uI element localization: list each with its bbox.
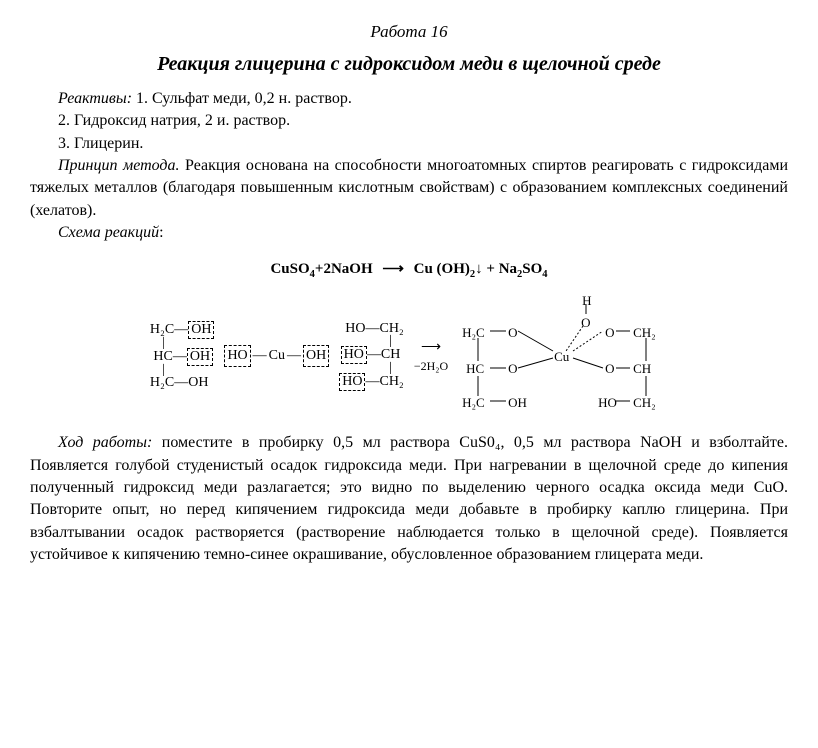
gr-bond2: │	[387, 366, 394, 371]
reagent-item-3: 3. Глицерин.	[30, 133, 788, 155]
procedure-text: поместите в пробирку 0,5 мл раствора CuS…	[30, 434, 788, 563]
prod-ch2-r3: CH₂	[633, 394, 656, 412]
gr-bond1: │	[387, 339, 394, 344]
gl-row3: H₂C—OH	[150, 375, 209, 391]
prod-o-r1: O	[605, 324, 614, 342]
prod-h2c-l3: H₂C	[462, 394, 485, 412]
arrow-water-label: −2H₂O	[414, 358, 448, 375]
work-title: Работа 16	[30, 20, 788, 44]
procedure-paragraph: Ход работы: поместите в пробирку 0,5 мл …	[30, 432, 788, 566]
prod-h2c-l1: H₂C	[462, 324, 485, 342]
gl3-oh: OH	[188, 375, 208, 390]
reagents-line-1: Реактивы: 1. Сульфат меди, 0,2 н. раство…	[30, 88, 788, 110]
scheme-label: Схема реакций	[58, 224, 159, 241]
page-subtitle: Реакция глицерина с гидроксидом меди в щ…	[30, 50, 788, 78]
eq-so-sub: 4	[542, 269, 547, 280]
scheme-line: Схема реакций:	[30, 222, 788, 244]
gl3-h: H	[150, 375, 160, 390]
gl-row2: HC—OH	[150, 348, 213, 366]
eq-arrow: ⟶	[382, 261, 404, 277]
principle-label: Принцип метода.	[58, 157, 180, 174]
reaction-arrow: ⟶ −2H₂O	[414, 338, 448, 374]
eq-cuoh: Cu (OH)	[414, 261, 470, 277]
prod-o-top: O	[581, 314, 590, 332]
prod-oh-l3: OH	[508, 394, 527, 412]
copper-glycerate-product: H O H₂C O HC O H₂C OH Cu O CH₂ O CH HO C…	[458, 296, 668, 416]
eq-plus-2: +	[486, 261, 495, 277]
gr-row2: HO—CH	[341, 346, 404, 364]
gl2-oh-box: OH	[187, 348, 213, 366]
prod-ho-r3: HO	[598, 394, 617, 412]
gr1-ho: HO	[345, 321, 365, 336]
structural-reaction: H₂C—OH │ HC—OH │ H₂C—OH HO—Cu—OH HO—CH₂ …	[30, 296, 788, 416]
principle-paragraph: Принцип метода. Реакция основана на спос…	[30, 155, 788, 222]
eq-na: Na	[499, 261, 517, 277]
gl1-h: H	[150, 322, 160, 337]
arrow-glyph: ⟶	[421, 338, 441, 358]
prod-hc-l2: HC	[466, 360, 484, 378]
gl-bond1: │	[160, 341, 167, 346]
gr3-c: CH₂	[379, 374, 403, 389]
reagent-item-1: 1. Сульфат меди, 0,2 н. раствор.	[136, 90, 352, 107]
reagent-item-2: 2. Гидроксид натрия, 2 и. раствор.	[30, 110, 788, 132]
gr-row3: HO—CH₂	[339, 373, 404, 391]
cu-hydroxide-center: HO—Cu—OH	[224, 345, 329, 367]
prod-o-r2: O	[605, 360, 614, 378]
cu-ho-left-box: HO	[224, 345, 250, 367]
eq-downarrow: ↓	[475, 261, 483, 277]
prod-o-l1: O	[508, 324, 517, 342]
reagents-label: Реактивы:	[58, 90, 132, 107]
eq-so: SO	[522, 261, 542, 277]
gr3-ho-box: HO	[339, 373, 365, 391]
prod-h-top: H	[582, 292, 591, 310]
eq-naoh: 2NaOH	[323, 261, 372, 277]
gl-row1: H₂C—OH	[150, 321, 215, 339]
ionic-equation: CuSO4+2NaOH ⟶ Cu (OH)2↓ + Na2SO4	[30, 259, 788, 283]
gl2-c: C	[163, 349, 172, 364]
gr2-ho-box: HO	[341, 346, 367, 364]
gr1-c: CH₂	[379, 321, 403, 336]
prod-ch-r2: CH	[633, 360, 651, 378]
gl3-c: ₂C	[160, 375, 174, 390]
glycerol-right: HO—CH₂ │ HO—CH │ HO—CH₂	[339, 321, 404, 391]
glycerol-left: H₂C—OH │ HC—OH │ H₂C—OH	[150, 321, 215, 391]
gl1-c: ₂C	[160, 322, 174, 337]
eq-cuso: CuSO	[270, 261, 309, 277]
gr2-c: CH	[381, 347, 400, 362]
procedure-label: Ход работы:	[58, 434, 152, 451]
cu-atom-center: Cu	[269, 346, 285, 366]
prod-cu: Cu	[554, 348, 569, 366]
scheme-colon: :	[159, 224, 163, 241]
gl-bond2: │	[160, 368, 167, 373]
cu-oh-right-box: OH	[303, 345, 329, 367]
gl2-h: H	[153, 349, 163, 364]
prod-o-l2: O	[508, 360, 517, 378]
gl1-oh-box: OH	[188, 321, 214, 339]
gr-row1: HO—CH₂	[345, 321, 404, 337]
prod-ch2-r1: CH₂	[633, 324, 656, 342]
